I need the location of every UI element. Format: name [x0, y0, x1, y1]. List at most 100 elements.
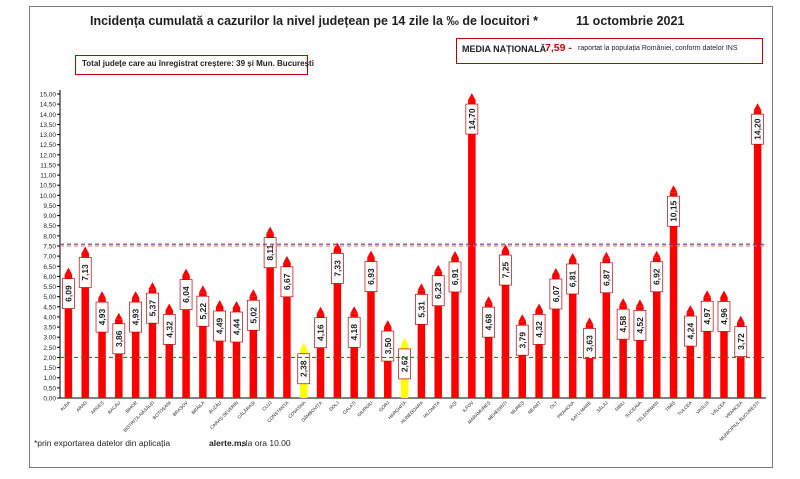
bar: [552, 274, 560, 398]
bar-arrow: [64, 267, 73, 275]
x-tick-label: IALOMIȚA: [422, 400, 441, 419]
bar-value-label: 7,33: [331, 253, 344, 284]
bar-value-label: 6,93: [364, 261, 378, 292]
x-tick-label: MUREȘ: [510, 400, 525, 415]
svg-text:14,70: 14,70: [467, 108, 477, 130]
y-tick-label: 7,00: [43, 254, 56, 261]
bar: [753, 110, 762, 399]
bar-value-label: 14,70: [465, 103, 479, 135]
x-tick-label: ILFOV: [462, 400, 476, 414]
bar: [131, 298, 140, 398]
bar: [434, 271, 442, 398]
bar: [468, 100, 476, 398]
y-tick-label: 8,50: [43, 223, 56, 230]
x-tick-label: OLT: [549, 400, 559, 410]
bar-arrow: [400, 337, 409, 345]
bar: [484, 303, 493, 398]
bar: [703, 297, 711, 398]
svg-text:14,20: 14,20: [753, 118, 763, 140]
national-average-value: 7,59 -: [545, 42, 572, 54]
bar-arrow: [501, 244, 510, 252]
bar-value-label: 4,52: [633, 310, 647, 341]
bar-value-label: 4,32: [532, 314, 546, 345]
svg-text:2,38: 2,38: [299, 360, 309, 377]
bar-arrow: [81, 246, 90, 254]
svg-text:7,25: 7,25: [500, 262, 510, 279]
chart-title: Incidența cumulată a cazurilor la nivel …: [90, 14, 539, 28]
bar: [98, 298, 106, 398]
x-tick-label: SIBIU: [614, 400, 626, 412]
y-tick-label: 14,50: [40, 102, 57, 109]
bar-value-label: 3,50: [381, 330, 395, 362]
svg-text:6,09: 6,09: [63, 285, 73, 302]
bar-value-label: 4,96: [717, 301, 731, 332]
bar-arrow: [669, 185, 678, 193]
y-tick-label: 2,50: [43, 345, 56, 352]
y-tick-label: 15,00: [40, 92, 57, 99]
bar-arrow: [232, 301, 241, 309]
x-tick-label: ARAD: [75, 400, 88, 413]
bar: [199, 292, 207, 398]
y-tick-label: 13,00: [40, 132, 57, 139]
y-tick-label: 5,50: [43, 284, 56, 291]
svg-text:6,87: 6,87: [601, 269, 611, 286]
y-tick-label: 3,00: [43, 335, 56, 342]
bar-value-label: 4,58: [616, 308, 630, 340]
svg-text:5,31: 5,31: [416, 301, 426, 318]
bar: [215, 307, 224, 398]
bar-value-label: 6,91: [448, 261, 462, 293]
x-tick-label: ALBA: [59, 400, 72, 413]
bar: [283, 262, 291, 398]
bar: [451, 257, 459, 398]
x-tick-label: DOLJ: [328, 400, 340, 412]
x-tick-label: BISTRIȚA-NĂSĂUD: [122, 399, 156, 433]
bar-value-label: 4,24: [684, 315, 697, 347]
bar-value-label: 4,97: [700, 300, 714, 332]
bar-arrow: [736, 315, 745, 323]
bar-arrow: [451, 250, 459, 258]
bar-arrow: [316, 306, 325, 314]
bar-value-label: 6,92: [650, 261, 664, 293]
x-tick-label: VASLUI: [695, 400, 710, 415]
national-average-label: MEDIA NAȚIONALĂ: [462, 44, 547, 54]
x-tick-label: CĂLĂRAȘI: [236, 399, 256, 419]
bar: [249, 296, 258, 398]
national-average-note: raportat la populația României, conform …: [578, 45, 738, 52]
bar-value-label: 5,37: [146, 292, 159, 324]
bar: [316, 313, 325, 398]
x-tick-label: CLUJ: [261, 400, 273, 412]
x-tick-label: BUZĂU: [207, 399, 222, 414]
y-tick-label: 10,00: [40, 193, 57, 200]
bar-arrow: [468, 93, 476, 101]
bar: [737, 322, 745, 398]
bar-arrow: [619, 298, 627, 306]
bar: [64, 274, 73, 398]
svg-text:5,02: 5,02: [248, 307, 258, 324]
bar-arrow: [518, 314, 527, 322]
bar-value-label: 6,09: [62, 278, 75, 309]
svg-text:7,13: 7,13: [80, 264, 90, 281]
bar-value-label: 5,22: [196, 295, 210, 327]
svg-text:3,72: 3,72: [736, 333, 746, 350]
bar-arrow: [249, 289, 258, 297]
bar-value-label: 7,25: [499, 254, 512, 286]
bar-value-label: 3,86: [112, 323, 126, 355]
bar-arrow: [266, 226, 274, 234]
bar-arrow: [131, 291, 140, 299]
y-tick-label: 2,00: [43, 355, 56, 362]
bar: [165, 310, 174, 398]
y-tick-label: 1,50: [43, 365, 56, 372]
bar: [501, 251, 510, 398]
bar-arrow: [535, 303, 543, 311]
bar-arrow: [636, 299, 644, 307]
bar-arrow: [367, 250, 375, 258]
bar: [686, 312, 695, 398]
bar-value-label: 6,23: [431, 275, 445, 307]
bar-value-label: 3,63: [583, 328, 596, 359]
bar-arrow: [215, 300, 224, 308]
bar-arrow: [148, 282, 157, 290]
report-date: 11 octombrie 2021: [576, 14, 685, 28]
svg-text:4,68: 4,68: [484, 314, 494, 331]
bar-arrow: [585, 317, 594, 325]
